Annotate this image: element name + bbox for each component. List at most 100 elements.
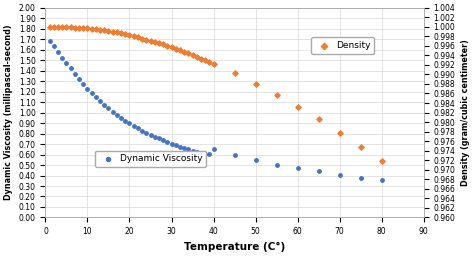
Density [315, 117, 322, 121]
Dynamic Viscosity [67, 66, 74, 70]
Dynamic Viscosity [105, 106, 112, 110]
Density [84, 26, 91, 30]
Legend: Dynamic Viscosity: Dynamic Viscosity [95, 151, 206, 167]
Y-axis label: Density (gram/cubic centimeter): Density (gram/cubic centimeter) [461, 39, 470, 186]
Density [168, 45, 175, 49]
Dynamic Viscosity [84, 87, 91, 91]
Density [63, 25, 70, 29]
Dynamic Viscosity [92, 95, 100, 99]
Density [105, 29, 112, 33]
Density [273, 93, 281, 97]
Dynamic Viscosity [168, 142, 175, 146]
Dynamic Viscosity [109, 110, 117, 114]
Density [130, 34, 137, 38]
Dynamic Viscosity [210, 147, 218, 151]
Dynamic Viscosity [96, 99, 104, 103]
Density [50, 25, 58, 29]
Dynamic Viscosity [113, 113, 121, 117]
Dynamic Viscosity [54, 50, 62, 54]
Dynamic Viscosity [336, 173, 344, 177]
Dynamic Viscosity [252, 158, 259, 162]
Density [80, 26, 87, 30]
Density [357, 145, 365, 149]
Dynamic Viscosity [180, 146, 188, 150]
Density [96, 28, 104, 32]
Density [231, 71, 238, 76]
Density [180, 50, 188, 54]
Dynamic Viscosity [71, 71, 79, 76]
Density [100, 28, 108, 32]
Density [75, 26, 83, 30]
Dynamic Viscosity [193, 150, 201, 154]
Density [134, 35, 142, 39]
Dynamic Viscosity [231, 153, 238, 157]
Density [143, 38, 150, 42]
Density [252, 82, 259, 86]
Density [164, 44, 171, 48]
Dynamic Viscosity [134, 126, 142, 130]
Dynamic Viscosity [197, 151, 205, 155]
Density [126, 33, 133, 37]
Density [151, 40, 158, 44]
Density [113, 30, 121, 35]
Dynamic Viscosity [126, 121, 133, 125]
Density [201, 58, 209, 62]
Dynamic Viscosity [50, 44, 58, 48]
Dynamic Viscosity [75, 77, 83, 81]
X-axis label: Temperature (C°): Temperature (C°) [184, 242, 285, 252]
Density [210, 62, 218, 66]
Dynamic Viscosity [117, 116, 125, 120]
Density [88, 27, 95, 31]
Density [147, 38, 155, 42]
Dynamic Viscosity [63, 61, 70, 65]
Density [121, 32, 129, 36]
Dynamic Viscosity [88, 91, 95, 95]
Density [189, 53, 196, 57]
Dynamic Viscosity [189, 148, 196, 153]
Dynamic Viscosity [172, 143, 180, 147]
Dynamic Viscosity [294, 166, 301, 170]
Dynamic Viscosity [273, 163, 281, 167]
Dynamic Viscosity [159, 138, 167, 142]
Density [46, 25, 54, 29]
Dynamic Viscosity [147, 133, 155, 137]
Density [176, 48, 184, 52]
Density [138, 37, 146, 41]
Dynamic Viscosity [138, 129, 146, 133]
Density [336, 131, 344, 135]
Density [193, 55, 201, 59]
Dynamic Viscosity [46, 39, 54, 43]
Density [155, 41, 163, 46]
Dynamic Viscosity [80, 82, 87, 86]
Density [172, 47, 180, 51]
Density [109, 29, 117, 34]
Dynamic Viscosity [100, 103, 108, 107]
Dynamic Viscosity [143, 131, 150, 135]
Dynamic Viscosity [130, 124, 137, 128]
Y-axis label: Dynamic Viscosity (millipascal-second): Dynamic Viscosity (millipascal-second) [4, 25, 13, 200]
Dynamic Viscosity [121, 119, 129, 123]
Dynamic Viscosity [201, 152, 209, 156]
Density [58, 25, 66, 29]
Density [294, 105, 301, 109]
Dynamic Viscosity [378, 178, 385, 182]
Dynamic Viscosity [164, 140, 171, 144]
Density [378, 159, 385, 163]
Dynamic Viscosity [315, 168, 322, 173]
Dynamic Viscosity [357, 176, 365, 180]
Dynamic Viscosity [151, 135, 158, 139]
Density [67, 25, 74, 29]
Density [184, 51, 192, 56]
Dynamic Viscosity [176, 145, 184, 149]
Legend: Density: Density [311, 37, 374, 54]
Density [206, 60, 213, 64]
Density [92, 27, 100, 31]
Dynamic Viscosity [206, 152, 213, 156]
Density [54, 25, 62, 29]
Density [159, 42, 167, 46]
Dynamic Viscosity [58, 56, 66, 60]
Density [117, 31, 125, 36]
Dynamic Viscosity [184, 147, 192, 151]
Density [71, 26, 79, 30]
Density [197, 57, 205, 61]
